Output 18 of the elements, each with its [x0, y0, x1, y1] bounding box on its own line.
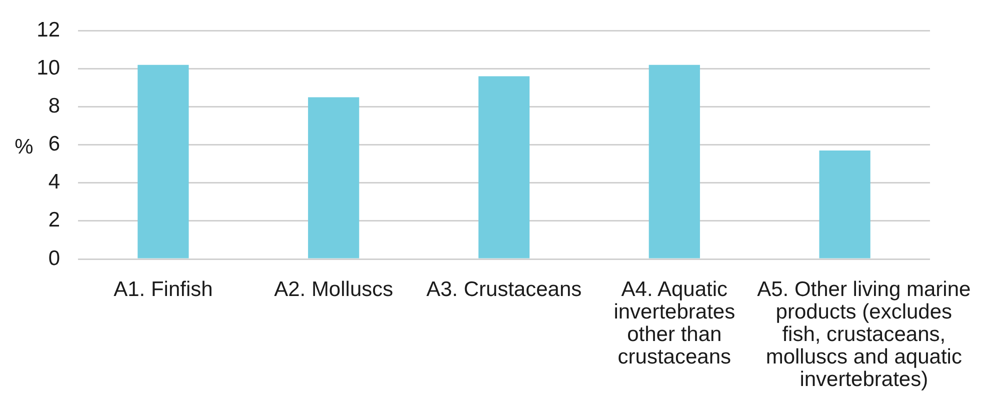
- x-tick-label: A1. Finfish: [114, 278, 213, 302]
- x-tick-label: A3. Crustaceans: [426, 278, 582, 302]
- y-tick-label: 10: [36, 56, 60, 80]
- y-tick-label: 8: [48, 94, 60, 118]
- y-tick-label: 6: [48, 132, 60, 156]
- y-tick-label: 2: [48, 208, 60, 232]
- y-tick-label: 12: [36, 18, 60, 42]
- bar: [308, 97, 360, 258]
- x-tick-label: A5. Other living marine products (excludes fish, crustaceans, molluscs and aquatic invertebrates): [757, 278, 971, 392]
- bar: [648, 64, 700, 258]
- x-tick-label: A2. Molluscs: [274, 278, 394, 302]
- bar: [478, 76, 530, 258]
- bar: [819, 150, 870, 258]
- y-tick-label: 4: [48, 170, 60, 194]
- bar: [138, 64, 189, 258]
- y-tick-label: 0: [48, 246, 60, 270]
- y-axis-title: %: [14, 136, 34, 159]
- x-tick-label: A4. Aquatic invertebrates other than crustaceans: [614, 278, 736, 369]
